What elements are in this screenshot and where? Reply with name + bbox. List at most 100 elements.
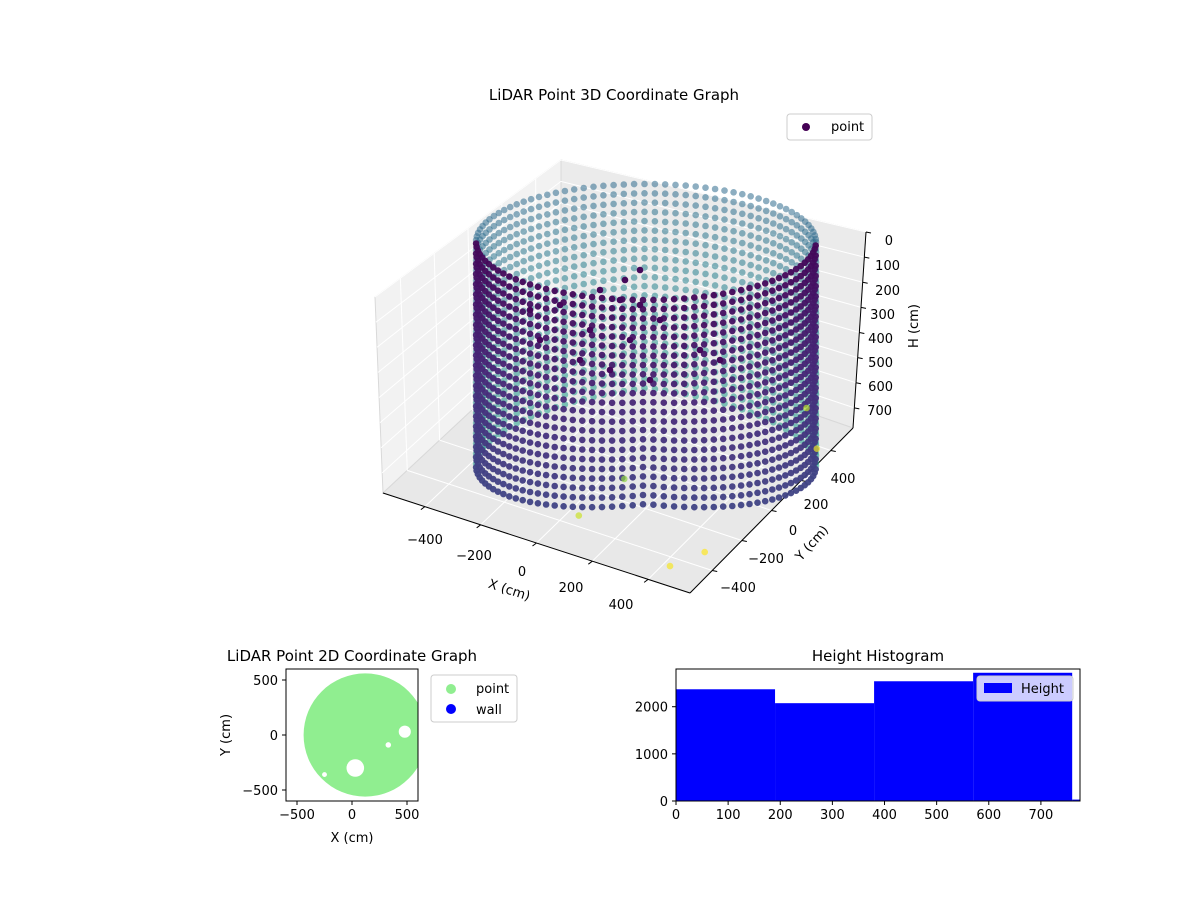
legend-label-point: point (476, 682, 509, 697)
scatter-point (610, 181, 617, 189)
plot3d: LiDAR Point 3D Coordinate Graph −400 −20… (374, 86, 922, 613)
scatter-point (721, 226, 728, 233)
scatter-point (729, 434, 736, 442)
scatter-point (526, 330, 534, 338)
scatter-point (721, 245, 728, 252)
scatter-point (770, 220, 777, 227)
scatter-point (569, 368, 577, 375)
scatter-point (691, 313, 698, 321)
scatter-point (680, 295, 688, 302)
scatter-point (629, 436, 636, 444)
scatter-point (782, 332, 789, 339)
scatter-point (639, 408, 647, 415)
scatter-point (691, 475, 698, 482)
scatter-point (542, 452, 550, 459)
scatter-point (560, 318, 567, 326)
scatter-point (762, 247, 770, 254)
scatter-point (561, 255, 569, 263)
scatter-point (561, 275, 569, 282)
scatter-point (513, 240, 520, 248)
scatter-point (608, 390, 616, 397)
scatter-point (721, 196, 728, 204)
scatter-point (680, 380, 688, 388)
scatter-point (542, 462, 550, 469)
scatter-point (691, 503, 698, 511)
scatter-point (534, 283, 542, 291)
scatter-point (629, 502, 636, 509)
scatter-point (588, 331, 596, 339)
scatter-point (775, 424, 783, 432)
scatter-point (590, 279, 597, 286)
scatter-point (569, 397, 577, 404)
y-tick-label: −500 (242, 784, 278, 799)
scatter-point (792, 437, 800, 444)
scatter-point (639, 398, 647, 406)
scatter-point (680, 342, 688, 350)
scatter-point (754, 312, 761, 319)
scatter-point (672, 228, 679, 236)
scatter-point (588, 398, 596, 406)
y3d-tick: 0 (789, 524, 797, 539)
scatter-point (619, 380, 626, 388)
scatter-point (769, 347, 776, 354)
scatter-point (526, 320, 534, 328)
scatter-point (590, 240, 597, 248)
scatter-point (670, 371, 678, 378)
scatter-point (761, 468, 769, 475)
scatter-point (775, 324, 783, 332)
scatter-point (513, 201, 520, 208)
scatter-point (650, 315, 657, 322)
scatter-point (500, 480, 507, 488)
scatter-point (534, 480, 542, 487)
scatter-point (544, 269, 551, 277)
scatter-point (598, 418, 606, 425)
scatter-point (700, 379, 708, 387)
scatter-point (710, 417, 718, 424)
scatter-point (737, 443, 745, 450)
scatter-point (761, 359, 769, 366)
scatter-point (608, 494, 616, 501)
scatter-point (762, 197, 770, 205)
scatter-point (691, 351, 698, 359)
scatter-point (598, 427, 606, 435)
scatter-point (660, 436, 668, 444)
scatter-point (650, 464, 657, 471)
scatter-point (672, 238, 679, 245)
scatter-point (711, 195, 719, 202)
x-tick-label: 600 (976, 808, 1001, 823)
scatter-point (670, 427, 678, 435)
scatter-point (620, 190, 628, 198)
scatter-point (691, 389, 698, 397)
scatter-point (788, 208, 795, 216)
scatter-point (590, 221, 597, 229)
scatter-point (519, 397, 526, 405)
scatter-point (754, 489, 761, 497)
x3d-tick: 0 (518, 565, 526, 580)
scatter-point (672, 209, 679, 217)
scatter-point (761, 418, 769, 426)
scatter-point (700, 398, 708, 406)
scatter-point (494, 448, 502, 455)
scatter-point (746, 471, 753, 478)
scatter-point (580, 203, 587, 211)
scatter-point (670, 324, 678, 331)
scatter-point (495, 229, 503, 237)
scatter-point (775, 484, 783, 491)
scatter-point (787, 339, 795, 346)
scatter-point (719, 435, 727, 443)
scatter-point (489, 455, 497, 463)
scatter-point (729, 405, 736, 413)
scatter-point-outlier (701, 548, 708, 556)
scatter-point (588, 408, 596, 416)
scatter-point (730, 189, 737, 196)
scatter-point (656, 316, 664, 324)
scatter-point (542, 305, 550, 312)
y-tick-mark (741, 540, 747, 542)
scatter-point (691, 446, 698, 454)
scatter-point (600, 249, 607, 256)
scatter-point (711, 253, 719, 260)
scatter-point (544, 201, 551, 208)
scatter-point (520, 238, 527, 245)
scatter-point (500, 320, 507, 328)
scatter-point (600, 192, 607, 199)
